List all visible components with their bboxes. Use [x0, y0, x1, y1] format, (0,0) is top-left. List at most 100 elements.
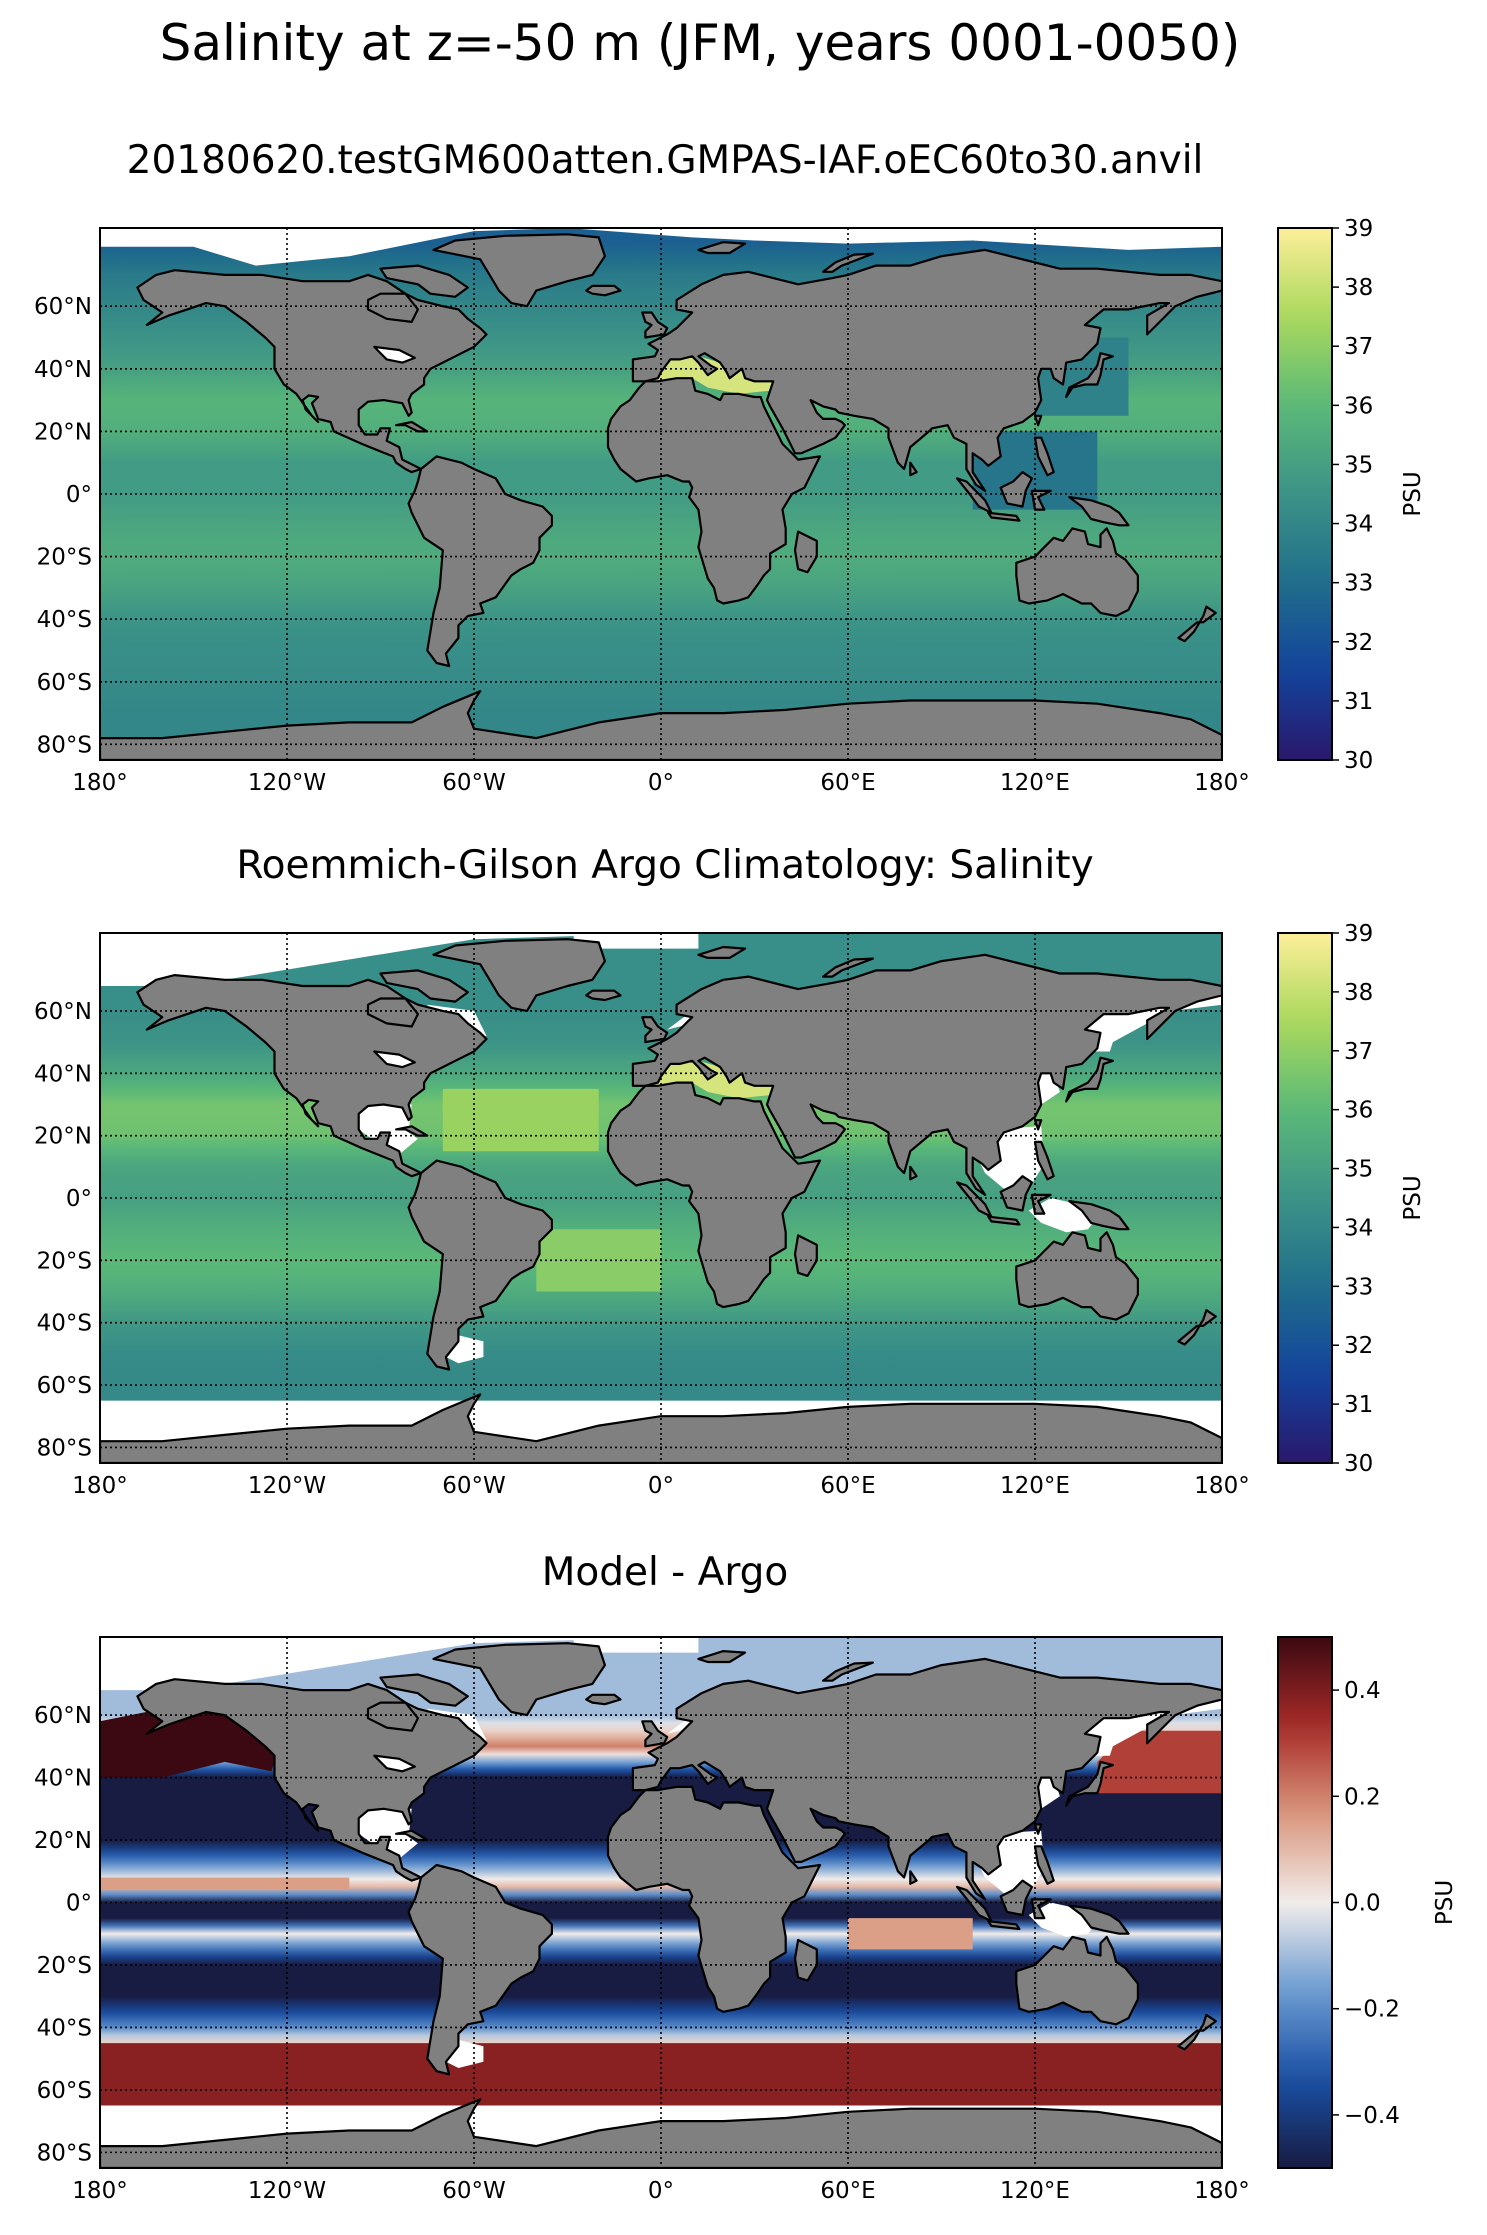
x-tick-label: 0° — [648, 1473, 674, 1499]
colorbar: 30 31 32 33 34 35 36 37 38 39 PSU — [1277, 921, 1426, 1477]
y-tick-label: 80°S — [37, 732, 92, 758]
y-tick-label: 60°N — [34, 1703, 92, 1729]
colorbar-gradient — [1277, 932, 1333, 1464]
land-eurasia — [631, 1657, 1222, 1901]
colorbar: −0.4 −0.2 0.0 0.2 0.4 PSU — [1277, 1636, 1458, 2169]
x-tick-label: 180° — [1194, 1473, 1249, 1499]
y-tick-label: 20°S — [37, 1248, 92, 1274]
y-tick-label: 0° — [66, 1891, 92, 1917]
y-tick-label: 40°S — [37, 607, 92, 633]
y-tick-label: 40°N — [34, 1061, 92, 1087]
x-tick-label: 0° — [648, 2178, 674, 2204]
y-tick-label: 0° — [66, 1186, 92, 1212]
land-sulawesi — [1030, 1193, 1052, 1215]
map-frame — [99, 932, 1223, 1464]
land-iceland — [585, 989, 622, 1002]
land-madagascar — [793, 1938, 818, 1982]
colorbar-tick-label: 39 — [1344, 921, 1373, 947]
y-tick-label: 60°S — [37, 2078, 92, 2104]
x-tick-label: 120°W — [248, 1473, 326, 1499]
y-tick-label: 80°S — [37, 1435, 92, 1461]
colorbar-label: PSU — [1400, 1175, 1426, 1220]
gridlines — [100, 1637, 1222, 2168]
land-novaya-zemlya — [821, 252, 875, 273]
land-south-america — [407, 1159, 554, 1371]
land-borneo — [999, 471, 1034, 508]
land-new-zealand — [1177, 1309, 1217, 1346]
y-tick-label: 20°N — [34, 419, 92, 445]
x-tick-label: 0° — [648, 770, 674, 796]
colorbar: 30 31 32 33 34 35 36 37 38 39 PSU — [1277, 216, 1426, 774]
land-japan — [1065, 1760, 1115, 1807]
land-philippines — [1033, 1845, 1055, 1885]
y-tick-label: 60°S — [37, 1373, 92, 1399]
missing-data-region — [355, 1104, 418, 1155]
land-cuba — [395, 1829, 429, 1842]
x-tick-label: 60°W — [442, 2178, 506, 2204]
y-tick-label: 60°S — [37, 670, 92, 696]
land-hudson-bay-lake — [366, 997, 419, 1028]
colorbar-label: PSU — [1400, 471, 1426, 516]
map-frame — [99, 227, 1223, 761]
land-australia — [1015, 1935, 1140, 2026]
x-tick-label: 120°W — [248, 770, 326, 796]
land-novaya-zemlya — [821, 1661, 875, 1682]
panel-1-title: 20180620.testGM600atten.GMPAS-IAF.oEC60t… — [126, 138, 1204, 183]
land-svalbard — [697, 1649, 747, 1664]
colorbar-tick-label: 32 — [1344, 630, 1373, 656]
land-south-america — [407, 455, 554, 668]
land-svalbard — [697, 945, 747, 960]
land-cuba — [395, 420, 429, 433]
land-borneo — [999, 1879, 1034, 1917]
colorbar-tick-label: 31 — [1344, 689, 1373, 715]
land-new-zealand — [1177, 605, 1217, 643]
land-madagascar — [793, 530, 818, 574]
y-tick-label: 40°N — [34, 357, 92, 383]
land-uk — [641, 311, 669, 339]
land-new-zealand — [1177, 2013, 1217, 2051]
colorbar-tick-label: 38 — [1344, 275, 1373, 301]
colorbar-tick-label: 35 — [1344, 1157, 1373, 1183]
y-tick-label: 60°N — [34, 999, 92, 1025]
colorbar-tick-label: 33 — [1344, 1274, 1373, 1300]
colorbar-tick-label: −0.4 — [1344, 2103, 1400, 2129]
colorbar-tick-label: 30 — [1344, 748, 1373, 774]
land-new-guinea — [1068, 1904, 1130, 1935]
land-uk — [641, 1720, 669, 1748]
colorbar-label: PSU — [1432, 1880, 1458, 1925]
land-sri-lanka — [909, 461, 918, 477]
land-borneo — [999, 1175, 1034, 1212]
y-tick-label: 60°N — [34, 294, 92, 320]
equatorial-pacific-band — [100, 1877, 350, 1890]
land-eurasia — [631, 953, 1222, 1197]
x-tick-label: 180° — [72, 1473, 127, 1499]
missing-data-region — [100, 1637, 1222, 1691]
land-australia — [1015, 1231, 1140, 1321]
land-baffin — [379, 1673, 469, 1707]
land-sri-lanka — [909, 1165, 918, 1181]
x-tick-label: 60°E — [820, 1473, 875, 1499]
land-new-guinea — [1068, 496, 1130, 527]
land-japan — [1065, 352, 1115, 399]
x-tick-label: 180° — [1194, 2178, 1249, 2204]
colorbar-tick-label: 33 — [1344, 571, 1373, 597]
land-java — [987, 1920, 1021, 1931]
colorbar-gradient — [1277, 227, 1333, 761]
colorbar-tick-label: 32 — [1344, 1333, 1373, 1359]
great-lakes — [373, 1050, 416, 1069]
y-tick-label: 20°S — [37, 1953, 92, 1979]
x-tick-label: 120°E — [1000, 2178, 1070, 2204]
colorbar-tick-label: 34 — [1344, 512, 1373, 538]
land-java — [987, 511, 1021, 522]
y-tick-label: 20°N — [34, 1124, 92, 1150]
land-philippines — [1033, 436, 1055, 477]
land-novaya-zemlya — [821, 957, 875, 978]
land-new-guinea — [1068, 1199, 1130, 1231]
colorbar-tick-label: 38 — [1344, 980, 1373, 1006]
panel-2-argo-salinity: 180° 120°W 60°W 0° 60°E 120°E 180° 60°N 40°N 20°N… — [34, 921, 1426, 1499]
land-greenland — [432, 1642, 607, 1717]
great-lakes — [373, 1754, 416, 1773]
land-iceland — [585, 1693, 622, 1706]
colorbar-tick-label: 31 — [1344, 1392, 1373, 1418]
